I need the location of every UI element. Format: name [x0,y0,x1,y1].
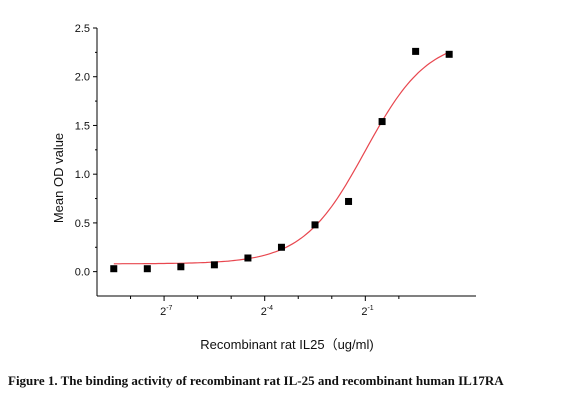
data-point [412,47,420,55]
x-tick-label: 2-1 [361,305,373,318]
data-points [110,47,453,273]
x-tick-label: 2-7 [160,305,172,318]
binding-chart: 0.0 0.5 1.0 1.5 2.0 2.5 2-7 2-4 2-1 Mean OD valu… [51,23,476,352]
y-tick-label: 2.0 [75,72,90,84]
data-point [311,221,319,229]
x-axis-title: Recombinant rat IL25（ug/ml) [200,337,373,352]
y-tick-label: 2.5 [75,23,90,35]
axes [96,28,476,297]
data-point [210,261,218,269]
figure-caption: Figure 1. The binding activity of recomb… [8,373,504,388]
data-point [177,263,185,271]
y-axis-title: Mean OD value [51,133,66,223]
y-tick-label: 1.0 [75,169,90,181]
data-point [378,118,386,126]
data-point [110,265,118,273]
fit-curve [113,51,450,265]
data-point [244,254,252,262]
data-point [143,265,151,273]
tick-marks [93,27,400,301]
y-tick-label: 0.5 [75,218,90,230]
data-point [277,243,285,251]
tick-labels: 0.0 0.5 1.0 1.5 2.0 2.5 2-7 2-4 2-1 [75,23,374,318]
data-point [345,197,353,205]
data-point [445,50,453,58]
y-tick-label: 0.0 [75,267,90,279]
x-tick-label: 2-4 [261,305,273,318]
y-tick-label: 1.5 [75,120,90,132]
